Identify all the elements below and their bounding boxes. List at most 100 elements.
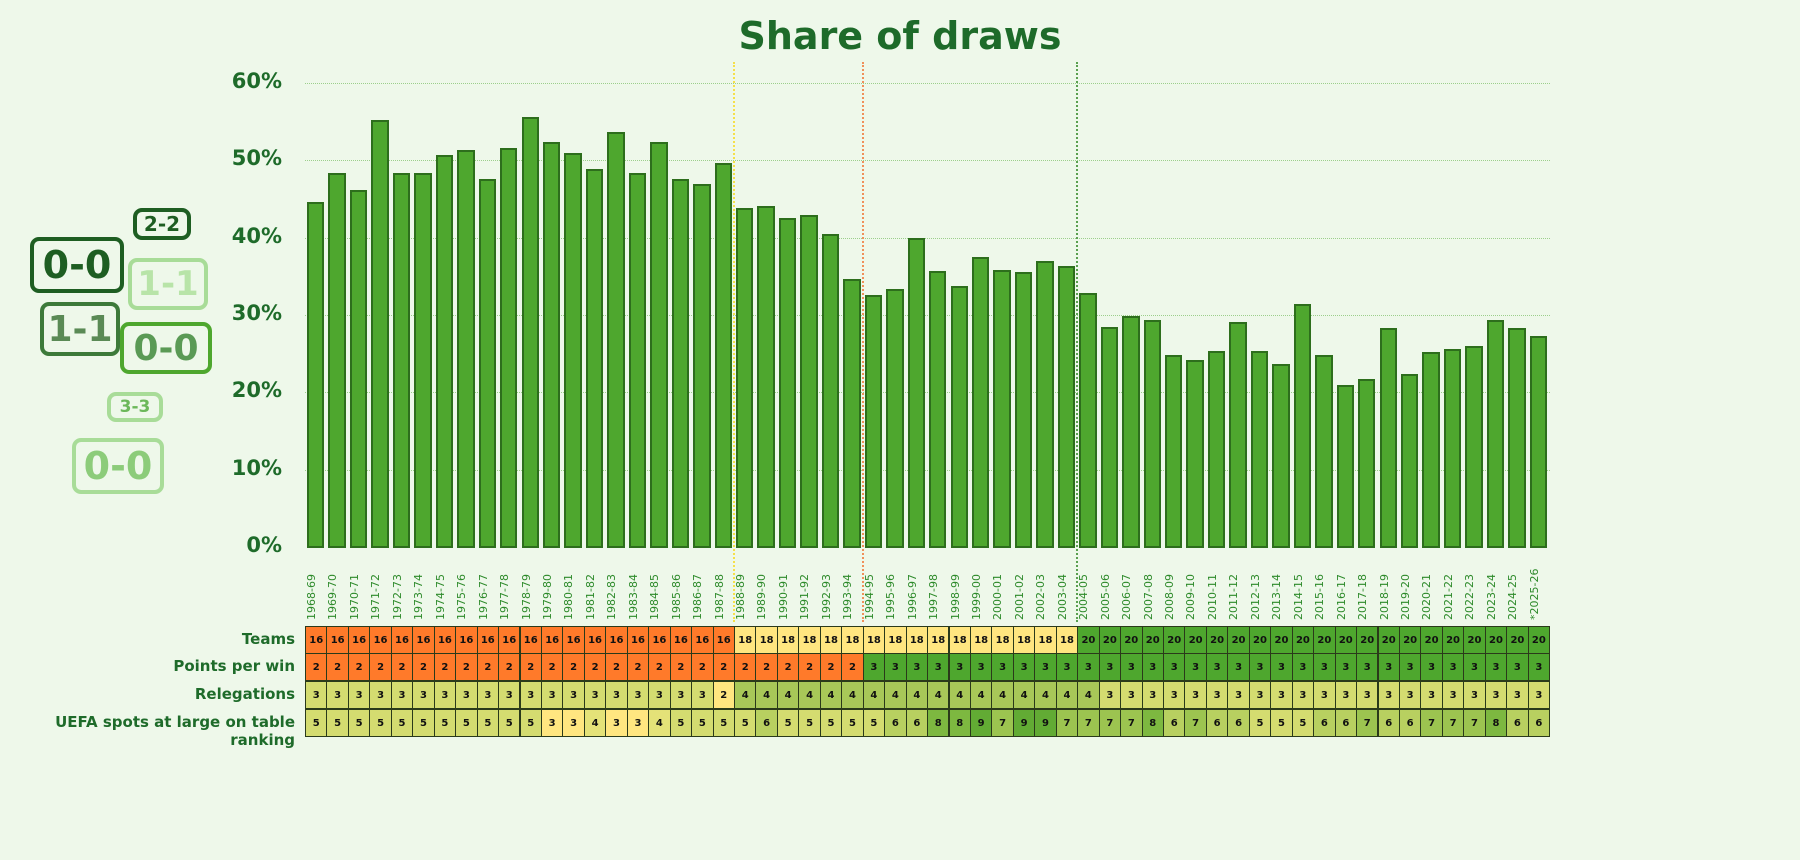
bar bbox=[1529, 335, 1548, 548]
table-cell: 3 bbox=[1506, 653, 1529, 681]
table-cell: 3 bbox=[1463, 681, 1486, 709]
table-cell: 2 bbox=[369, 653, 392, 681]
table-cell: 3 bbox=[1120, 653, 1143, 681]
table-cell: 6 bbox=[1334, 709, 1358, 737]
table-cell: 20 bbox=[1484, 626, 1508, 654]
bar bbox=[1443, 349, 1462, 548]
gridline bbox=[305, 237, 1550, 239]
bar bbox=[1057, 265, 1076, 548]
table-cell: 6 bbox=[884, 709, 907, 737]
table-cell: 20 bbox=[1356, 626, 1379, 654]
bar bbox=[800, 215, 818, 548]
table-cell: 18 bbox=[776, 626, 800, 654]
table-cell: 5 bbox=[669, 709, 693, 737]
table-cell: 16 bbox=[669, 626, 693, 654]
scoreline-badge: 3-3 bbox=[107, 392, 163, 422]
table-cell: 3 bbox=[1248, 653, 1272, 681]
table-cell: 2 bbox=[734, 653, 757, 681]
table-cell: 3 bbox=[669, 681, 693, 709]
table-cell: 4 bbox=[798, 681, 821, 709]
x-tick-label: 2012-13 bbox=[1248, 574, 1262, 620]
table-cell: 3 bbox=[1463, 653, 1486, 681]
table-cell: 16 bbox=[326, 626, 349, 654]
table-cell: 5 bbox=[734, 709, 757, 737]
table-cell: 5 bbox=[326, 709, 349, 737]
table-cell: 3 bbox=[540, 709, 564, 737]
table-cell: 7 bbox=[1077, 709, 1100, 737]
table-cell: 2 bbox=[498, 653, 521, 681]
bar bbox=[1465, 345, 1483, 548]
bar bbox=[950, 285, 968, 548]
table-cell: 2 bbox=[648, 653, 671, 681]
table-cell: 4 bbox=[583, 709, 607, 737]
table-cell: 20 bbox=[1377, 626, 1400, 654]
table-cell: 3 bbox=[1120, 681, 1143, 709]
bar bbox=[1250, 350, 1269, 548]
x-tick-label: 1978-79 bbox=[519, 574, 533, 620]
x-tick-label: 2008-09 bbox=[1163, 574, 1176, 620]
table-cell: 18 bbox=[734, 626, 757, 654]
bar bbox=[628, 172, 647, 548]
gridline bbox=[305, 392, 1550, 394]
table-cell: 5 bbox=[819, 709, 843, 737]
table-cell: 18 bbox=[1055, 626, 1079, 654]
table-cell: 2 bbox=[412, 653, 435, 681]
table-cell: 3 bbox=[1098, 653, 1122, 681]
x-tick-label: 1986-87 bbox=[691, 574, 705, 620]
table-cell: 3 bbox=[1205, 681, 1229, 709]
table-cell: 5 bbox=[498, 709, 521, 737]
bar bbox=[1186, 359, 1204, 548]
table-cell: 3 bbox=[1334, 653, 1358, 681]
table-cell: 20 bbox=[1441, 626, 1465, 654]
table-cell: 3 bbox=[476, 681, 500, 709]
table-cell: 4 bbox=[841, 681, 864, 709]
table-cell: 2 bbox=[540, 653, 564, 681]
y-tick-label: 60% bbox=[231, 69, 282, 93]
table-cell: 6 bbox=[1163, 709, 1186, 737]
table-cell: 3 bbox=[626, 681, 650, 709]
bar bbox=[1207, 350, 1226, 548]
table-cell: 8 bbox=[1141, 709, 1164, 737]
table-cell: 3 bbox=[626, 709, 650, 737]
bar bbox=[585, 168, 604, 548]
table-cell: 5 bbox=[798, 709, 821, 737]
table-cell: 16 bbox=[691, 626, 714, 654]
table-cell: 2 bbox=[712, 653, 735, 681]
table-cell: 5 bbox=[1291, 709, 1315, 737]
table-cell: 20 bbox=[1398, 626, 1422, 654]
table-cell: 16 bbox=[498, 626, 521, 654]
x-tick-label: 1969-70 bbox=[326, 574, 340, 620]
table-cell: 2 bbox=[476, 653, 500, 681]
table-cell: 2 bbox=[455, 653, 478, 681]
bar bbox=[607, 131, 625, 548]
table-cell: 20 bbox=[1291, 626, 1315, 654]
table-cell: 20 bbox=[1227, 626, 1250, 654]
x-tick-label: 1997-98 bbox=[927, 574, 941, 620]
bar bbox=[1379, 328, 1397, 548]
bar bbox=[521, 117, 539, 548]
table-cell: 5 bbox=[691, 709, 714, 737]
table-cell: 20 bbox=[1184, 626, 1207, 654]
bar bbox=[500, 147, 518, 548]
table-cell: 3 bbox=[991, 653, 1014, 681]
table-cell: 3 bbox=[369, 681, 392, 709]
table-cell: 6 bbox=[1313, 709, 1336, 737]
x-tick-label: 1970-71 bbox=[347, 574, 361, 620]
x-tick-label: 2013-14 bbox=[1270, 574, 1284, 620]
x-tick-label: 2011-12 bbox=[1227, 574, 1241, 620]
x-tick-label: 1982-83 bbox=[605, 574, 619, 620]
table-cell: 18 bbox=[991, 626, 1014, 654]
table-cell: 4 bbox=[819, 681, 843, 709]
table-cell: 18 bbox=[905, 626, 929, 654]
x-tick-label: 1980-81 bbox=[562, 574, 576, 620]
bar bbox=[1508, 328, 1526, 548]
table-cell: 20 bbox=[1334, 626, 1358, 654]
x-tick-label: 2019-20 bbox=[1398, 574, 1412, 620]
table-cell: 3 bbox=[1313, 653, 1336, 681]
table-cell: 6 bbox=[755, 709, 778, 737]
bar bbox=[392, 172, 411, 548]
bar bbox=[435, 154, 454, 548]
table-cell: 5 bbox=[476, 709, 500, 737]
bar bbox=[693, 183, 711, 548]
x-tick-label: 2001-02 bbox=[1012, 574, 1026, 620]
